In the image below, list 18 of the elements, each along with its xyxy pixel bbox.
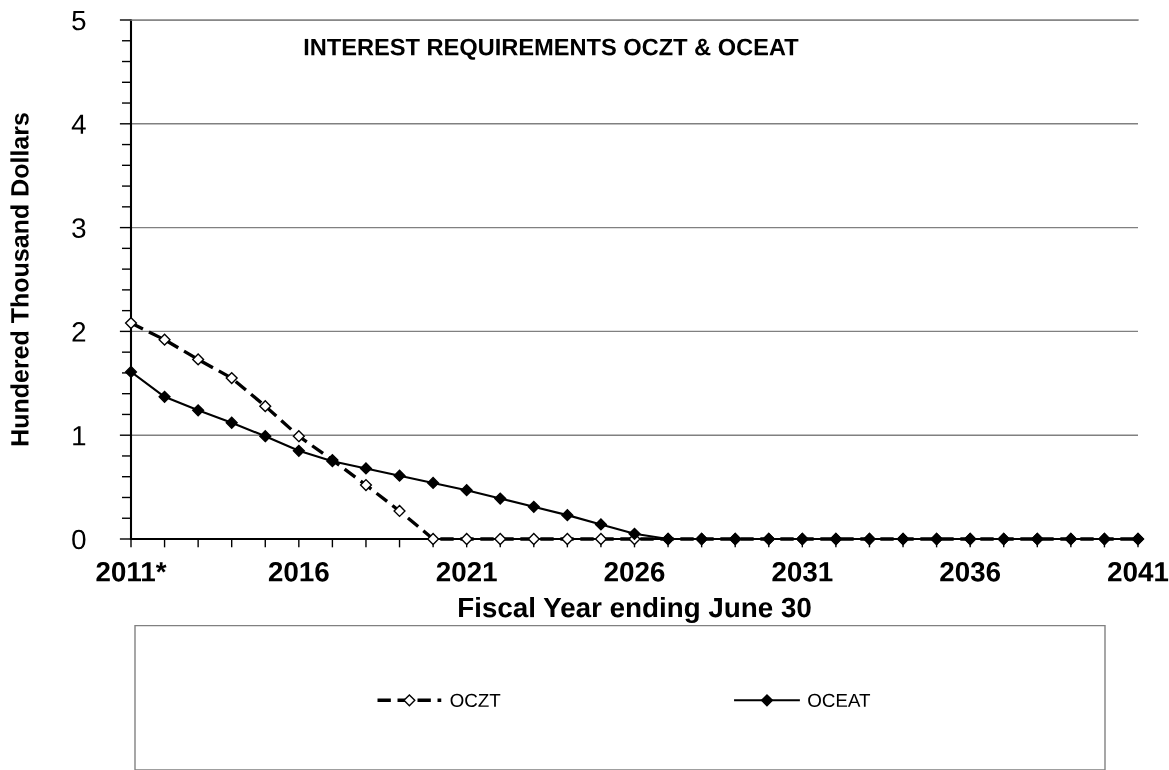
text: INTEREST REQUIREMENTS OCZT & OCEAT [304,38,799,60]
y-tick-label: 1 [73,426,86,446]
x-axis-title: Fiscal Year ending June 30 [459,596,811,624]
y-tick-label: 5 [72,10,86,31]
x-tick-label: 2041 [1108,561,1169,582]
y-axis-title: Hundered Thousand Dollars [10,113,29,446]
y-tick-label: 2 [72,322,86,342]
legend-label: OCZT [450,693,501,708]
legend-label: OCEAT [808,693,871,708]
x-tick-label: 2036 [940,561,1001,582]
y-tick-label: 4 [71,114,86,134]
x-tick-label: 2026 [604,561,665,582]
x-tick-label: 2011* [96,561,167,582]
y-tick-label: 0 [72,529,86,550]
y-tick-label: 3 [72,218,86,238]
x-tick-label: 2031 [772,561,833,582]
x-tick-label: 2016 [268,561,329,582]
x-tick-label: 2021 [436,561,497,582]
